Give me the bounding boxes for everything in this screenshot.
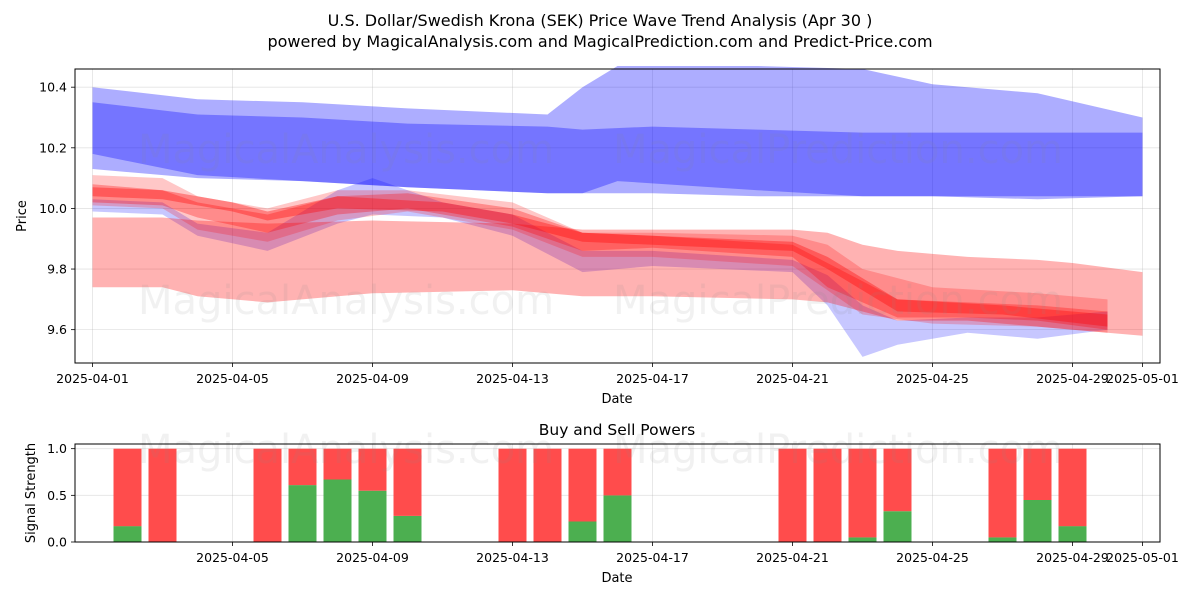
y-tick-label: 10.0 <box>39 201 67 216</box>
sell-bar <box>358 448 387 491</box>
buy-bar <box>988 537 1017 542</box>
price-bands <box>92 66 1143 357</box>
signal-x-ticks: 2025-04-05 2025-04-09 2025-04-13 2025-04-17… <box>196 542 1179 565</box>
band-red-mid <box>92 175 1108 333</box>
price-x-ticks: 2025-04-01 2025-04-05 2025-04-09 2025-04-13… <box>56 363 1179 386</box>
buy-bar <box>1058 526 1087 542</box>
signal-bars <box>113 448 1087 542</box>
x-tick-label: 2025-04-17 <box>616 371 689 386</box>
watermark-text: MagicalPrediction.com <box>613 427 1063 473</box>
x-tick-label: 2025-04-25 <box>896 371 969 386</box>
buy-bar <box>393 515 422 542</box>
buy-bar <box>113 526 142 542</box>
sell-bar <box>568 448 597 522</box>
watermark-text: MagicalAnalysis.com <box>138 427 554 473</box>
band-blue-long-upper <box>92 66 1143 200</box>
x-tick-label: 2025-04-29 <box>1036 550 1109 565</box>
y-tick-label: 9.6 <box>47 322 67 337</box>
sell-bar <box>148 448 177 542</box>
x-tick-label: 2025-04-29 <box>1036 371 1109 386</box>
signal-y-ticks: 0.0 0.5 1.0 <box>47 441 75 550</box>
x-tick-label: 2025-04-01 <box>56 371 129 386</box>
figure-title-line1: U.S. Dollar/Swedish Krona (SEK) Price Wa… <box>328 11 873 30</box>
x-tick-label: 2025-05-01 <box>1106 371 1179 386</box>
y-tick-label: 9.8 <box>47 262 67 277</box>
x-tick-label: 2025-04-21 <box>756 371 829 386</box>
watermark-text: MagicalAnalysis.com <box>138 278 554 324</box>
watermark-text: MagicalPrediction.com <box>613 278 1063 324</box>
y-tick-label: 0.5 <box>47 488 67 503</box>
sell-bar <box>498 448 527 542</box>
band-red-core <box>92 187 1108 327</box>
buy-bar <box>568 521 597 542</box>
x-tick-label: 2025-04-21 <box>756 550 829 565</box>
buy-bar <box>1023 500 1052 542</box>
y-tick-label: 10.4 <box>39 80 67 95</box>
signal-chart: Buy and Sell Powers MagicalAnalysis.com … <box>24 421 1179 586</box>
x-tick-label: 2025-04-13 <box>476 550 549 565</box>
watermark-text: MagicalPrediction.com <box>613 127 1063 173</box>
sell-bar <box>288 448 317 486</box>
sell-bar <box>603 448 632 496</box>
price-plot-frame <box>74 68 1161 364</box>
y-tick-label: 0.0 <box>47 535 67 550</box>
price-y-ticks: 9.6 9.8 10.0 10.2 10.4 <box>39 80 75 337</box>
sell-bar <box>253 448 282 542</box>
price-x-axis-label: Date <box>601 392 632 407</box>
figure-title-line2: powered by MagicalAnalysis.com and Magic… <box>267 32 932 51</box>
price-grid <box>75 69 1160 363</box>
x-tick-label: 2025-05-01 <box>1106 550 1179 565</box>
x-tick-label: 2025-04-17 <box>616 550 689 565</box>
x-tick-label: 2025-04-05 <box>196 371 269 386</box>
y-tick-label: 10.2 <box>39 140 67 155</box>
buy-bar <box>288 485 317 542</box>
x-tick-label: 2025-04-09 <box>336 550 409 565</box>
band-red-narrow <box>92 184 1108 330</box>
sell-bar <box>113 448 142 527</box>
buy-bar <box>603 495 632 542</box>
band-blue-long-lower <box>92 102 1143 197</box>
watermark-text: MagicalAnalysis.com <box>138 127 554 173</box>
sell-bar <box>323 448 352 480</box>
sell-bar <box>1023 448 1052 500</box>
signal-x-axis-label: Date <box>601 571 632 586</box>
price-chart: MagicalAnalysis.com MagicalPrediction.co… <box>15 66 1179 407</box>
signal-y-axis-label: Signal Strength <box>24 443 39 543</box>
sell-bar <box>778 448 807 542</box>
sell-bar <box>813 448 842 542</box>
sell-bar <box>393 448 422 516</box>
price-y-axis-label: Price <box>15 200 30 232</box>
signal-chart-title: Buy and Sell Powers <box>539 421 696 439</box>
buy-bar <box>883 511 912 542</box>
x-tick-label: 2025-04-13 <box>476 371 549 386</box>
buy-bar <box>358 490 387 542</box>
sell-bar <box>988 448 1017 538</box>
buy-bar <box>323 479 352 542</box>
buy-bar <box>848 537 877 542</box>
x-tick-label: 2025-04-05 <box>196 550 269 565</box>
x-tick-label: 2025-04-25 <box>896 550 969 565</box>
price-watermarks: MagicalAnalysis.com MagicalPrediction.co… <box>138 127 1063 324</box>
signal-plot-frame <box>74 443 1161 543</box>
x-tick-label: 2025-04-09 <box>336 371 409 386</box>
y-tick-label: 1.0 <box>47 441 67 456</box>
band-red-wide <box>92 217 1143 336</box>
sell-bar <box>848 448 877 538</box>
sell-bar <box>883 448 912 512</box>
band-blue-short <box>92 178 1108 357</box>
signal-watermarks: MagicalAnalysis.com MagicalPrediction.co… <box>138 427 1063 473</box>
sell-bar <box>1058 448 1087 527</box>
sell-bar <box>533 448 562 542</box>
